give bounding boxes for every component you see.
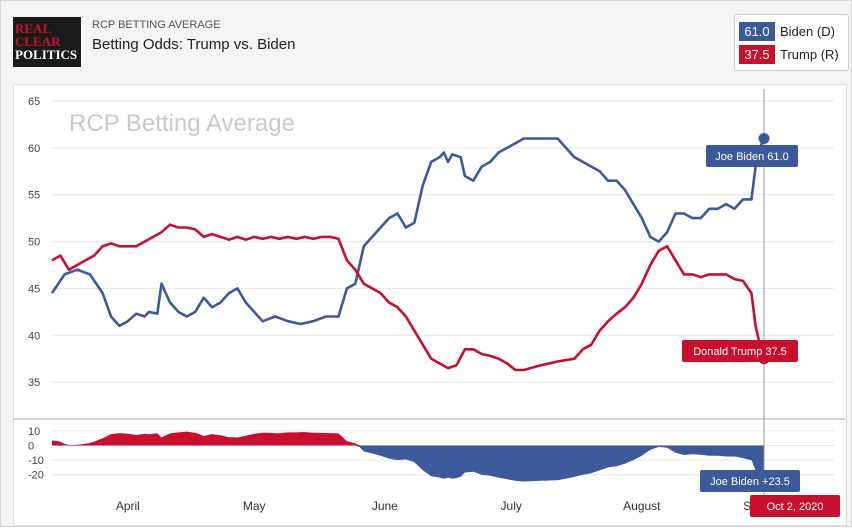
- spread-area: [52, 431, 765, 482]
- legend: 61.0 Biden (D) 37.5 Trump (R): [734, 14, 849, 71]
- trump-flag-box: [682, 340, 798, 362]
- y-tick-60: 60: [28, 143, 40, 155]
- legend-value-biden: 61.0: [739, 22, 775, 41]
- spread-flag-box: [700, 470, 800, 492]
- month-may: May: [243, 499, 266, 513]
- y-tick-50: 50: [28, 237, 40, 249]
- spread-tick--20: -20: [28, 470, 44, 482]
- y-axis-ticks: 65 60 55 50 45 40 35 10 0 -10 -20: [28, 96, 44, 482]
- logo-line-1: REAL: [15, 21, 52, 36]
- logo-line-2: CLEAR: [15, 34, 61, 49]
- series-lines: [50, 137, 766, 372]
- legend-value-trump: 37.5: [739, 45, 775, 64]
- plot-area: 65 60 55 50 45 40 35 10 0 -10 -20 RCP Betting Aver…: [13, 84, 847, 526]
- trump-flag: Donald Trump 37.5: [693, 346, 787, 358]
- x-axis-months: AprilMayJuneJulyAugustSeptember: [116, 499, 802, 513]
- spread-tick--10: -10: [28, 455, 44, 467]
- legend-item-trump[interactable]: 37.5 Trump (R): [739, 45, 839, 64]
- spread-tick-0: 0: [28, 441, 34, 453]
- y-tick-55: 55: [28, 190, 40, 202]
- month-july: July: [501, 499, 522, 513]
- chart-title: Betting Odds: Trump vs. Biden: [92, 36, 296, 53]
- betting-chart[interactable]: 65 60 55 50 45 40 35 10 0 -10 -20 RCP Betting Aver…: [14, 85, 846, 525]
- legend-item-biden[interactable]: 61.0 Biden (D): [739, 22, 835, 41]
- spread-area-biden: [52, 445, 765, 482]
- date-flag: Oct 2, 2020: [767, 501, 824, 513]
- watermark: RCP Betting Average: [69, 110, 295, 137]
- logo-line-3: POLITICS: [15, 47, 78, 62]
- biden-flag: Joe Biden 61.0: [715, 151, 788, 163]
- legend-label-biden: Biden (D): [780, 24, 835, 39]
- spread-flag: Joe Biden +23.5: [710, 476, 790, 488]
- spread-area-trump: [52, 431, 765, 446]
- value-flags: Joe Biden 61.0 Donald Trump 37.5 Joe Biden…: [682, 145, 840, 517]
- y-tick-35: 35: [28, 377, 40, 389]
- month-june: June: [372, 499, 398, 513]
- y-tick-65: 65: [28, 96, 40, 108]
- month-april: April: [116, 499, 140, 513]
- chart-subtitle: RCP BETTING AVERAGE: [92, 19, 221, 31]
- y-tick-45: 45: [28, 283, 40, 295]
- rcp-logo[interactable]: REAL CLEAR POLITICS: [13, 17, 81, 67]
- biden-marker: [758, 132, 770, 144]
- y-tick-40: 40: [28, 330, 40, 342]
- date-flag-box: [750, 495, 840, 517]
- legend-label-trump: Trump (R): [780, 47, 839, 62]
- month-august: August: [623, 499, 661, 513]
- spread-tick-10: 10: [28, 426, 40, 438]
- trump-line: [51, 223, 766, 372]
- biden-flag-box: [706, 145, 798, 167]
- biden-line: [50, 137, 766, 328]
